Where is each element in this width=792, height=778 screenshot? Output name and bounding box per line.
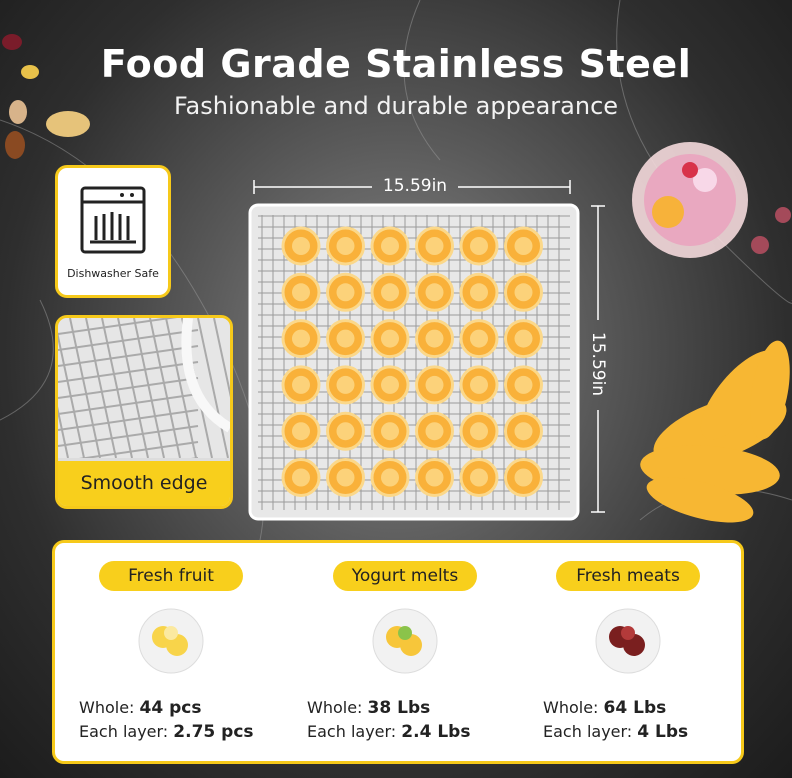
layer-label: Each layer: [307, 722, 397, 741]
wire [101, 318, 133, 459]
edge-card: Smooth edge [55, 315, 233, 509]
wire [58, 361, 199, 383]
wire [69, 318, 101, 459]
category-pill: Fresh fruit [99, 561, 243, 591]
fruit-center [336, 329, 355, 348]
wire [58, 345, 199, 367]
fruit-center [381, 329, 399, 348]
fruit-center [425, 237, 444, 255]
fruit-center [425, 329, 444, 348]
fruit-center [470, 468, 488, 487]
fruit-center [381, 375, 399, 394]
dishwasher-card: Dishwasher Safe [55, 165, 171, 298]
fruit-center [514, 283, 533, 302]
wire [149, 318, 181, 459]
fruit-center [336, 283, 355, 302]
whole-value: 44 pcs [139, 698, 202, 718]
fruit-center [514, 329, 533, 348]
layer-label: Each layer: [543, 722, 633, 741]
food [398, 626, 412, 640]
wire [165, 318, 197, 459]
edge-image [58, 318, 230, 495]
wire [197, 318, 229, 459]
food-icon [595, 608, 661, 674]
fruit-center [425, 283, 444, 302]
fruit-center [470, 375, 488, 394]
width-label: 15.59in [382, 176, 448, 196]
edge-label: Smooth edge [58, 461, 230, 506]
whole-value: 64 Lbs [603, 698, 667, 718]
fruit-center [425, 468, 444, 487]
wire [58, 377, 199, 399]
fruit-center [381, 468, 399, 487]
food-icon [138, 608, 204, 674]
fruit-center [292, 468, 310, 487]
fruit-center [292, 375, 310, 394]
wire [58, 329, 199, 351]
fruit-center [381, 422, 399, 441]
wire [85, 318, 117, 459]
fruit-center [292, 422, 310, 441]
wire [133, 318, 165, 459]
fruit-center [514, 375, 533, 394]
fruit-center [470, 329, 488, 348]
category-pill: Fresh meats [556, 561, 700, 591]
fruit-center [381, 237, 399, 255]
fruit-center [425, 375, 444, 394]
fruit-center [292, 329, 310, 348]
fruit-center [470, 422, 488, 441]
wire [58, 406, 69, 459]
wire [58, 318, 178, 335]
title: Food Grade Stainless Steel [100, 42, 692, 86]
wire [213, 318, 230, 398]
wire [58, 331, 85, 459]
layer-value: 2.4 Lbs [401, 722, 471, 742]
fruit-center [425, 422, 444, 441]
whole-line: Whole: 38 Lbs [307, 696, 430, 720]
layer-line: Each layer: 2.4 Lbs [307, 720, 470, 744]
fruit-center [470, 283, 488, 302]
fruit-center [336, 422, 355, 441]
fruit-center [470, 237, 488, 255]
category-pill: Yogurt melts [333, 561, 477, 591]
whole-label: Whole: [307, 698, 363, 717]
whole-value: 38 Lbs [367, 698, 431, 718]
fruit-center [292, 237, 310, 255]
layer-label: Each layer: [79, 722, 169, 741]
whole-line: Whole: 44 pcs [79, 696, 201, 720]
wire [58, 409, 199, 431]
fruit-center [336, 468, 355, 487]
fruit-center [336, 375, 355, 394]
fruit-center [514, 237, 533, 255]
layer-line: Each layer: 4 Lbs [543, 720, 688, 744]
layer-value: 2.75 pcs [173, 722, 254, 742]
subtitle: Fashionable and durable appearance [173, 92, 619, 120]
whole-line: Whole: 64 Lbs [543, 696, 666, 720]
dishwasher-label: Dishwasher Safe [67, 267, 159, 280]
fruit-center [292, 283, 310, 302]
food [621, 626, 635, 640]
capacity-panel: Fresh fruit Whole: 44 pcs Each layer: 2.75… [52, 540, 744, 764]
fruit-center [336, 237, 355, 255]
whole-label: Whole: [79, 698, 135, 717]
fruit-center [514, 468, 533, 487]
food [164, 626, 178, 640]
food-icon [372, 608, 438, 674]
layer-value: 4 Lbs [637, 722, 689, 742]
height-label: 15.59in [588, 331, 608, 397]
whole-label: Whole: [543, 698, 599, 717]
wire [58, 393, 199, 415]
dishwasher-icon [80, 186, 146, 254]
fruit-center [514, 422, 533, 441]
fruit-center [381, 283, 399, 302]
wire [58, 425, 199, 447]
layer-line: Each layer: 2.75 pcs [79, 720, 254, 744]
